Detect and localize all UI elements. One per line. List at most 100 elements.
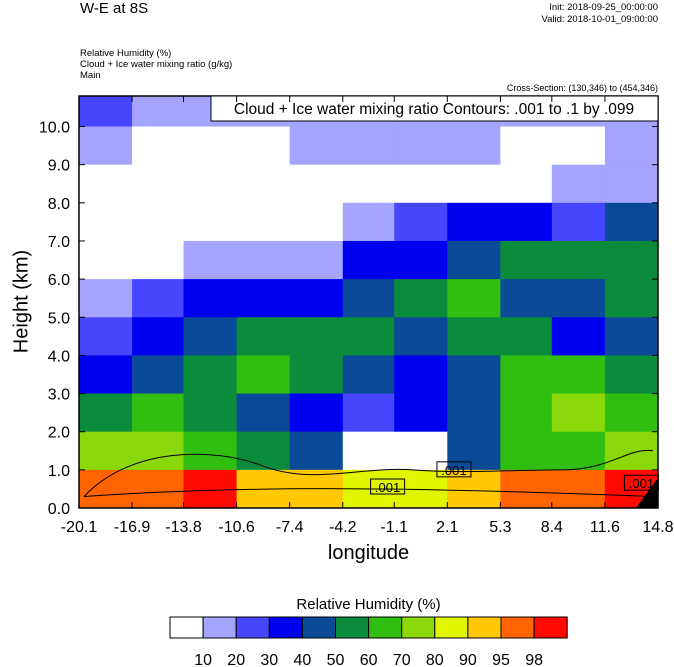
- rh-cell: [132, 431, 185, 471]
- rh-cell: [79, 126, 133, 166]
- colorbar-swatch: [169, 616, 204, 639]
- rh-cell: [183, 240, 238, 280]
- init-time: Init: 2018-09-25_00:00:00: [549, 2, 658, 13]
- rh-cell: [342, 431, 395, 471]
- rh-cell: [79, 469, 133, 509]
- colorbar-label: 98: [525, 652, 543, 667]
- rh-cell: [447, 317, 501, 356]
- rh-cell: [500, 240, 553, 280]
- rh-cell: [79, 355, 133, 395]
- rh-cell: [289, 355, 344, 395]
- rh-cell: [79, 240, 133, 280]
- rh-cell: [500, 317, 553, 356]
- rh-cell: [132, 126, 185, 166]
- rh-cell: [79, 317, 133, 356]
- x-tick-label: -7.4: [276, 519, 304, 536]
- rh-cell: [342, 393, 395, 433]
- field-label-rh: Relative Humidity (%): [80, 48, 172, 59]
- rh-cell: [447, 393, 501, 433]
- y-tick-label: 4.0: [48, 348, 70, 365]
- x-tick-label: -20.1: [61, 519, 98, 536]
- rh-cell: [604, 126, 659, 166]
- rh-cell: [289, 431, 344, 471]
- cloud-contour: [83, 488, 654, 498]
- y-tick-label: 1.0: [48, 463, 70, 480]
- rh-cell: [500, 164, 553, 204]
- colorbar-label: 95: [492, 652, 510, 667]
- rh-cell: [342, 355, 395, 395]
- contour-label: .001: [629, 476, 654, 491]
- y-tick-label: 3.0: [48, 387, 70, 404]
- x-axis-label: longitude: [327, 542, 410, 564]
- rh-cell: [289, 164, 344, 204]
- rh-cell: [604, 164, 659, 204]
- rh-cell: [342, 202, 395, 242]
- rh-cell: [500, 393, 553, 433]
- x-tick-label: 11.6: [590, 519, 620, 536]
- rh-cell: [183, 355, 238, 395]
- rh-cell: [500, 126, 553, 166]
- rh-cell: [132, 393, 185, 433]
- rh-cell: [236, 317, 291, 356]
- rh-cell: [236, 240, 291, 280]
- x-tick-label: 5.3: [489, 519, 511, 536]
- terrain: [636, 478, 658, 508]
- rh-cell: [342, 164, 395, 204]
- rh-cell: [183, 202, 238, 242]
- rh-cell: [394, 355, 448, 395]
- y-tick-label: 5.0: [48, 310, 70, 327]
- x-tick-label: 2.1: [436, 519, 458, 536]
- colorbar-swatch: [467, 616, 502, 639]
- cloud-contour: [83, 449, 654, 497]
- x-tick-label: 14.8: [642, 519, 673, 536]
- field-label-cloud: Cloud + Ice water mixing ratio (g/kg): [80, 59, 233, 70]
- rh-cell: [604, 431, 659, 471]
- rh-cell: [132, 96, 185, 128]
- rh-cell: [551, 469, 606, 509]
- rh-cell: [289, 126, 344, 166]
- x-tick-label: -10.6: [218, 519, 255, 536]
- rh-cell: [289, 202, 344, 242]
- rh-cell: [183, 393, 238, 433]
- y-tick-label: 10.0: [39, 120, 70, 137]
- rh-cell: [132, 355, 185, 395]
- rh-cell: [289, 317, 344, 356]
- cross-section-label: Cross-Section: (130,346) to (454,346): [506, 83, 658, 93]
- colorbar-swatch: [368, 616, 403, 639]
- contour-label-box: [370, 478, 406, 495]
- colorbar-label: 10: [194, 652, 212, 667]
- rh-cell: [236, 279, 291, 318]
- x-tick-label: -13.8: [165, 519, 202, 536]
- rh-cell: [132, 202, 185, 242]
- y-tick-label: 8.0: [48, 196, 70, 213]
- colorbar-label: 20: [227, 652, 245, 667]
- rh-cell: [183, 469, 238, 509]
- rh-cell: [394, 202, 448, 242]
- y-tick-label: 7.0: [48, 234, 70, 251]
- rh-cell: [551, 202, 606, 242]
- rh-cell: [394, 240, 448, 280]
- colorbar-swatch: [235, 616, 270, 639]
- rh-cell: [236, 164, 291, 204]
- title-box: [210, 95, 659, 122]
- rh-cell: [447, 164, 501, 204]
- rh-cell: [236, 355, 291, 395]
- rh-cell: [394, 279, 448, 318]
- y-tick-label: 0.0: [48, 501, 70, 518]
- rh-cell: [236, 431, 291, 471]
- rh-cell: [342, 279, 395, 318]
- rh-cell: [183, 164, 238, 204]
- rh-cell: [604, 240, 659, 280]
- field-label-main: Main: [80, 70, 101, 81]
- rh-cell: [132, 279, 185, 318]
- rh-cell: [289, 393, 344, 433]
- rh-cell: [79, 393, 133, 433]
- rh-cell: [447, 431, 501, 471]
- rh-cell: [447, 126, 501, 166]
- rh-cell: [342, 317, 395, 356]
- rh-cell: [604, 355, 659, 395]
- rh-cell: [79, 202, 133, 242]
- colorbar-swatch: [401, 616, 436, 639]
- rh-cell: [447, 202, 501, 242]
